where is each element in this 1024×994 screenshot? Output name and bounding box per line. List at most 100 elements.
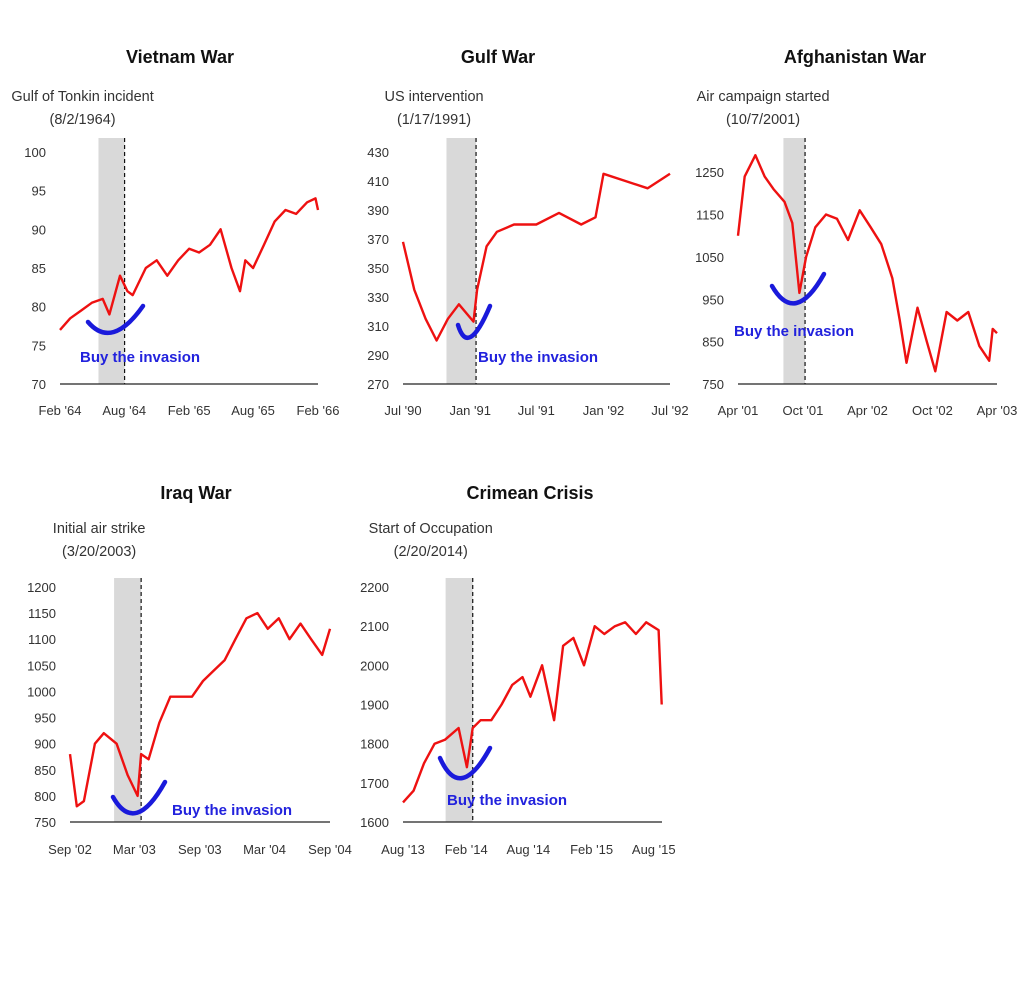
chart-panel-4: Iraq War Initial air strike (3/20/2003) 750… [27, 483, 352, 857]
x-tick-label: Feb '66 [297, 403, 340, 418]
x-tick-label: Oct '01 [783, 403, 824, 418]
shaded-period-band [98, 138, 125, 384]
x-tick-label: Jul '91 [518, 403, 555, 418]
event-label: Air campaign started [697, 89, 830, 105]
price-series-line [59, 197, 320, 331]
x-tick-label: Apr '03 [977, 403, 1018, 418]
y-tick-label: 2200 [360, 580, 389, 595]
x-tick-label: Apr '01 [718, 403, 759, 418]
y-tick-label: 950 [702, 292, 724, 307]
x-tick-label: Sep '02 [48, 842, 92, 857]
y-tick-label: 85 [32, 261, 46, 276]
y-tick-label: 2100 [360, 619, 389, 634]
y-tick-label: 1200 [27, 580, 56, 595]
x-tick-label: Feb '15 [570, 842, 613, 857]
x-tick-label: Jan '92 [583, 403, 625, 418]
x-tick-label: Jul '90 [384, 403, 421, 418]
y-tick-label: 410 [367, 174, 389, 189]
y-tick-label: 900 [34, 737, 56, 752]
y-tick-label: 1150 [28, 606, 56, 621]
y-tick-label: 750 [702, 377, 724, 392]
price-series-line [68, 611, 332, 808]
event-date-label: (2/20/2014) [394, 544, 468, 560]
y-tick-label: 370 [367, 232, 389, 247]
x-tick-label: Apr '02 [847, 403, 888, 418]
x-tick-label: Feb '65 [168, 403, 211, 418]
y-tick-label: 80 [32, 300, 46, 315]
y-tick-label: 1700 [360, 776, 389, 791]
y-tick-label: 430 [367, 145, 389, 160]
hand-drawn-smile-annotation [455, 303, 493, 340]
y-tick-label: 1000 [27, 684, 56, 699]
y-tick-label: 390 [367, 203, 389, 218]
chart-title: Vietnam War [126, 47, 234, 67]
y-tick-label: 1800 [360, 737, 389, 752]
y-tick-label: 270 [367, 377, 389, 392]
y-tick-label: 90 [32, 222, 46, 237]
x-tick-label: Mar '04 [243, 842, 286, 857]
shaded-period-band [445, 578, 473, 822]
y-tick-label: 1250 [695, 165, 724, 180]
hand-drawn-smile-annotation [769, 271, 827, 306]
buy-the-invasion-callout: Buy the invasion [447, 792, 567, 809]
buy-the-invasion-callout: Buy the invasion [478, 349, 598, 366]
y-tick-label: 290 [367, 348, 389, 363]
y-tick-label: 950 [34, 711, 56, 726]
x-tick-label: Aug '13 [381, 842, 425, 857]
y-tick-label: 1050 [695, 250, 724, 265]
shaded-period-band [783, 138, 806, 384]
chart-title: Crimean Crisis [466, 483, 593, 503]
x-tick-label: Jul '92 [651, 403, 688, 418]
chart-title: Gulf War [461, 47, 535, 67]
shaded-period-band [446, 138, 477, 384]
y-tick-label: 1900 [360, 698, 389, 713]
y-tick-label: 1600 [360, 815, 389, 830]
y-tick-label: 75 [32, 338, 46, 353]
event-label: US intervention [384, 89, 483, 105]
y-tick-label: 100 [24, 145, 46, 160]
y-tick-label: 350 [367, 261, 389, 276]
hand-drawn-smile-annotation [85, 303, 146, 335]
chart-panel-5: Crimean Crisis Start of Occupation (2/20/2… [360, 483, 676, 857]
x-tick-label: Feb '64 [39, 403, 82, 418]
event-label: Gulf of Tonkin incident [11, 89, 153, 105]
y-tick-label: 330 [367, 290, 389, 305]
x-tick-label: Feb '14 [445, 842, 488, 857]
buy-the-invasion-callout: Buy the invasion [80, 349, 200, 366]
x-tick-label: Aug '64 [102, 403, 146, 418]
y-tick-label: 1050 [27, 658, 56, 673]
chart-panel-1: Vietnam War Gulf of Tonkin incident (8/2/1… [11, 47, 339, 418]
y-tick-label: 310 [367, 319, 389, 334]
x-tick-label: Mar '03 [113, 842, 156, 857]
y-tick-label: 70 [32, 377, 46, 392]
y-tick-label: 1150 [696, 208, 724, 223]
chart-panel-3: Afghanistan War Air campaign started (10/7… [695, 47, 1017, 418]
shaded-period-band [114, 578, 142, 822]
x-tick-label: Sep '04 [308, 842, 352, 857]
event-date-label: (10/7/2001) [726, 112, 800, 128]
chart-panel-2: Gulf War US intervention (1/17/1991) 270 290… [367, 47, 688, 418]
price-series-line [402, 621, 663, 804]
chart-title: Afghanistan War [784, 47, 926, 67]
event-date-label: (3/20/2003) [62, 544, 136, 560]
y-tick-label: 2000 [360, 658, 389, 673]
x-tick-label: Aug '14 [507, 842, 551, 857]
event-date-label: (1/17/1991) [397, 112, 471, 128]
event-label: Initial air strike [53, 521, 146, 537]
y-tick-label: 850 [34, 763, 56, 778]
event-date-label: (8/2/1964) [50, 112, 116, 128]
price-series-line [401, 172, 671, 342]
y-tick-label: 850 [702, 335, 724, 350]
y-tick-label: 800 [34, 789, 56, 804]
y-tick-label: 95 [32, 184, 46, 199]
hand-drawn-smile-annotation [110, 779, 168, 816]
y-tick-label: 1100 [28, 632, 56, 647]
x-tick-label: Aug '65 [231, 403, 275, 418]
x-tick-label: Sep '03 [178, 842, 222, 857]
x-tick-label: Jan '91 [449, 403, 491, 418]
hand-drawn-smile-annotation [437, 745, 493, 781]
chart-title: Iraq War [160, 483, 231, 503]
x-tick-label: Aug '15 [632, 842, 676, 857]
buy-the-invasion-callout: Buy the invasion [172, 802, 292, 819]
